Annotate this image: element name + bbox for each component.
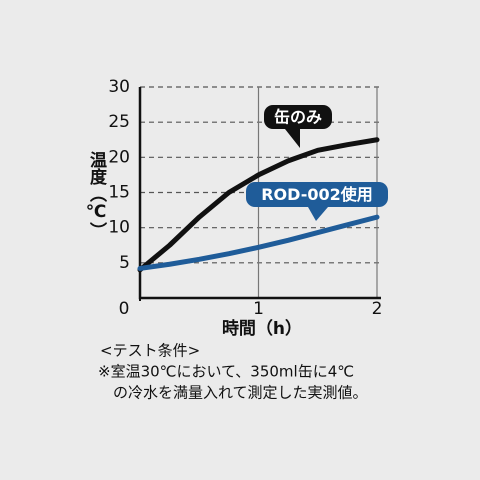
legend-label: 缶のみ: [274, 108, 322, 127]
x-tick-label: 0: [119, 299, 130, 319]
y-tick-label: 30: [108, 77, 130, 97]
callout-pointer: [308, 207, 328, 221]
axes: [138, 87, 381, 300]
legend-callout: [246, 182, 388, 207]
legend-callout: [264, 105, 332, 129]
y-tick-label: 10: [108, 218, 130, 238]
y-axis-label: 温度（℃）: [86, 151, 107, 239]
line-series: [137, 137, 380, 273]
note-line: の冷水を満量入れて測定した実測値。: [113, 384, 368, 402]
x-axis-label: 時間（h）: [222, 318, 302, 339]
x-tick-label: 2: [372, 299, 383, 319]
y-tick-label: 20: [108, 147, 130, 167]
legend-label: ROD-002使用: [261, 185, 373, 204]
line-series: [137, 214, 380, 271]
y-tick-label: 5: [119, 253, 130, 273]
note-line: <テスト条件>: [100, 342, 200, 360]
y-tick-label: 15: [108, 183, 130, 203]
y-tick-label: 25: [108, 112, 130, 132]
callout-pointer: [285, 129, 300, 148]
x-tick-label: 1: [253, 299, 264, 319]
note-line: ※室温30℃において、350ml缶に4℃: [98, 363, 354, 381]
